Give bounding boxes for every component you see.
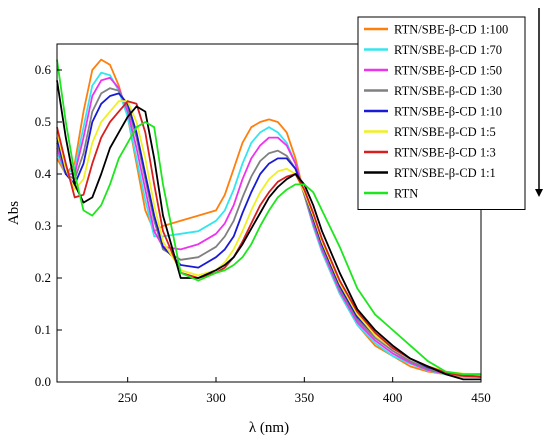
legend-label-4: RTN/SBE-β-CD 1:10 xyxy=(394,105,502,119)
x-tick-label-2: 350 xyxy=(295,390,315,405)
legend-label-5: RTN/SBE-β-CD 1:5 xyxy=(394,125,496,139)
x-tick-label-3: 400 xyxy=(383,390,403,405)
legend-label-6: RTN/SBE-β-CD 1:3 xyxy=(394,146,496,160)
legend-label-1: RTN/SBE-β-CD 1:70 xyxy=(394,43,502,57)
x-tick-label-1: 300 xyxy=(206,390,226,405)
series-layer xyxy=(56,58,482,381)
y-tick-label-0: 0.0 xyxy=(35,374,51,389)
y-axis-title: Abs xyxy=(6,201,22,225)
legend-label-0: RTN/SBE-β-CD 1:100 xyxy=(394,23,508,37)
legend-label-3: RTN/SBE-β-CD 1:30 xyxy=(394,84,502,98)
legend-arrow xyxy=(535,8,543,197)
series-line-5 xyxy=(56,100,482,376)
x-tick-label-0: 250 xyxy=(118,390,138,405)
series-line-3 xyxy=(56,87,482,378)
y-tick-label-2: 0.2 xyxy=(35,270,51,285)
axes: 250 300 350 400 450 0.0 0.1 0.2 0.3 0.4 0.5 0.6 xyxy=(35,43,491,405)
legend-label-7: RTN/SBE-β-CD 1:1 xyxy=(394,166,496,180)
x-axis-title: λ (nm) xyxy=(249,420,289,436)
x-tick-label-4: 450 xyxy=(471,390,491,405)
y-tick-label-5: 0.5 xyxy=(35,114,51,129)
series-line-7 xyxy=(56,80,481,381)
series-line-2 xyxy=(56,76,482,378)
legend-label-8: RTN xyxy=(394,187,418,201)
arrow-head xyxy=(535,189,543,197)
legend-label-2: RTN/SBE-β-CD 1:50 xyxy=(394,64,502,78)
series-line-1 xyxy=(56,71,482,378)
plot-frame xyxy=(56,43,482,383)
y-tick-label-1: 0.1 xyxy=(35,322,51,337)
legend: RTN/SBE-β-CD 1:100 RTN/SBE-β-CD 1:70 RTN/S… xyxy=(357,16,526,210)
series-line-0 xyxy=(56,58,481,378)
series-line-6 xyxy=(56,100,482,378)
y-tick-label-6: 0.6 xyxy=(35,62,52,77)
y-tick-label-4: 0.4 xyxy=(35,166,52,181)
y-tick-label-3: 0.3 xyxy=(35,218,51,233)
series-line-8 xyxy=(56,59,481,376)
